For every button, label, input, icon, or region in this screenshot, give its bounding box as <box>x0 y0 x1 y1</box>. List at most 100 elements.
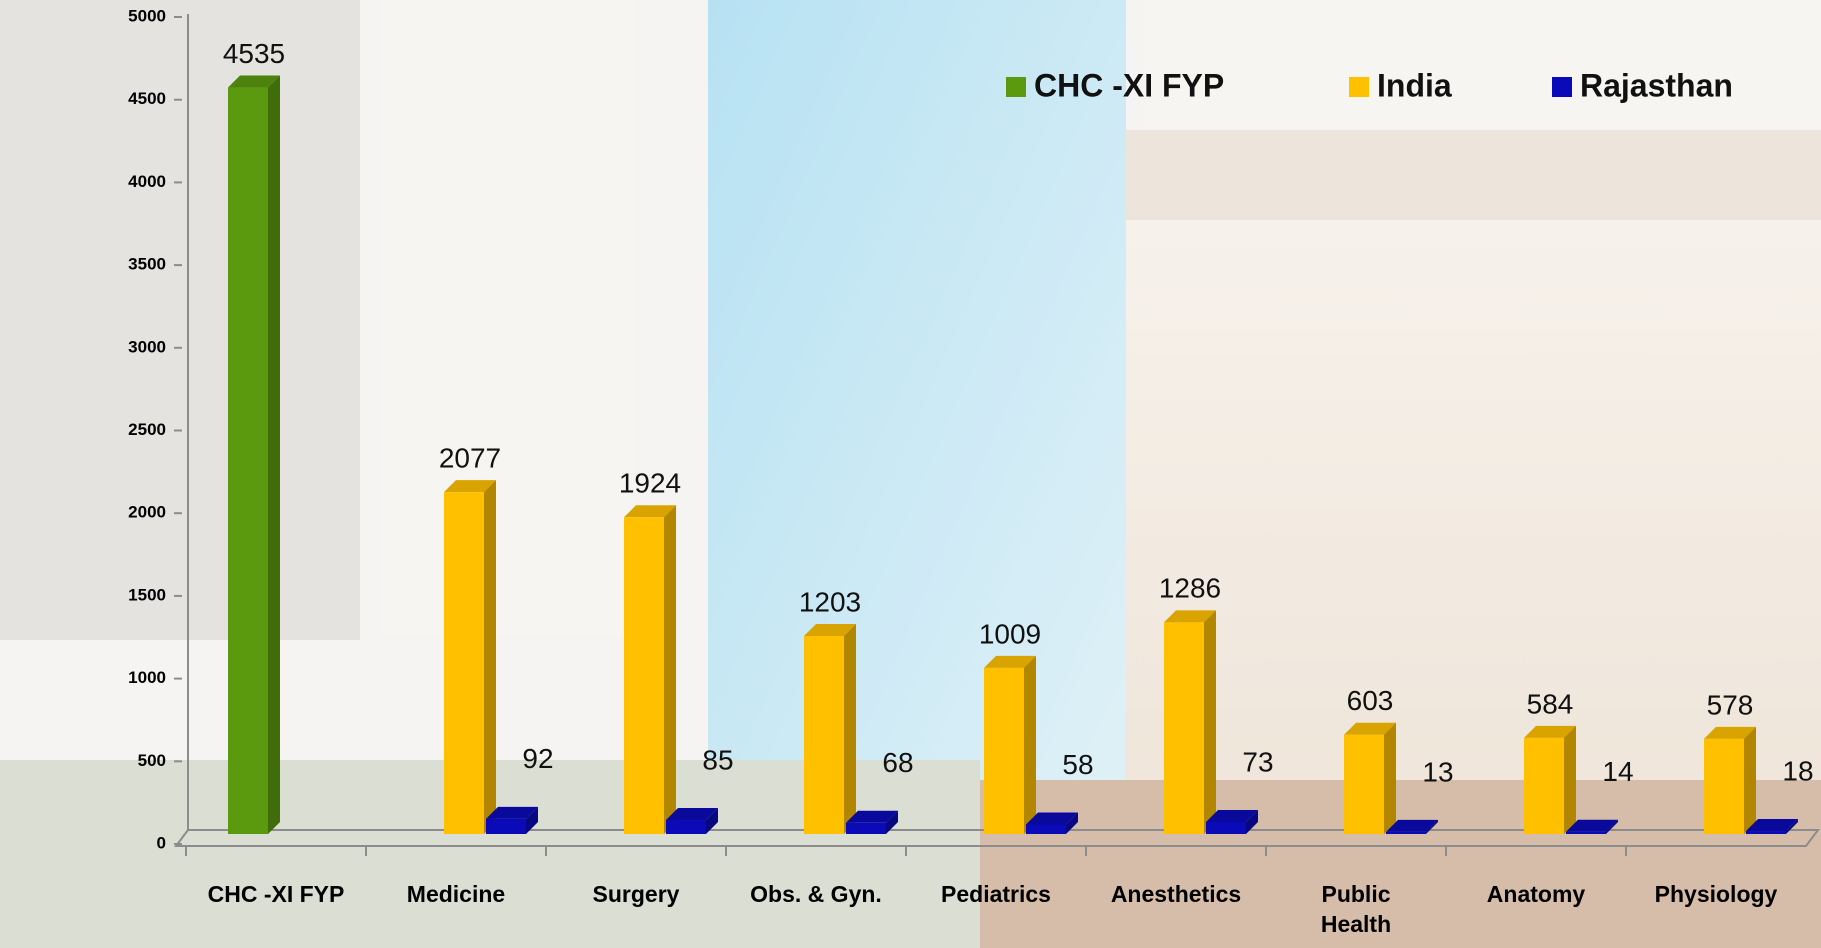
floor <box>174 14 1820 847</box>
value-label: 1009 <box>979 618 1041 649</box>
value-label: 4535 <box>223 38 285 69</box>
x-tick-label: Surgery <box>593 881 680 907</box>
bar-top <box>1344 722 1396 735</box>
bar-top <box>624 505 676 518</box>
y-tick-label: 2000 <box>128 503 166 522</box>
bar <box>624 517 664 834</box>
legend-label: CHC -XI FYP <box>1034 67 1224 103</box>
bar-top <box>1164 610 1216 623</box>
bar-top <box>666 808 718 821</box>
bar-top <box>1704 726 1756 739</box>
bar-side <box>268 75 280 834</box>
value-label: 13 <box>1422 756 1453 787</box>
y-tick-label: 1500 <box>128 585 166 604</box>
bar-side <box>1426 819 1438 834</box>
value-label: 584 <box>1527 688 1574 719</box>
bar <box>666 820 706 834</box>
bar <box>846 822 886 834</box>
bar-top <box>804 623 856 636</box>
y-tick-label: 3500 <box>128 255 166 274</box>
legend-label: Rajasthan <box>1580 67 1733 103</box>
bar <box>228 87 268 834</box>
bar <box>1164 622 1204 834</box>
bar-side <box>1786 819 1798 834</box>
value-label: 92 <box>522 743 553 774</box>
bar-top <box>1206 809 1258 822</box>
value-label: 18 <box>1782 755 1813 786</box>
y-tick-label: 4000 <box>128 172 166 191</box>
value-label: 2077 <box>439 443 501 474</box>
y-tick-label: 3000 <box>128 337 166 356</box>
bar-top <box>444 480 496 493</box>
bar-side <box>1564 725 1576 834</box>
bar-side <box>1204 610 1216 834</box>
bar <box>1566 831 1606 834</box>
bar-top <box>486 806 538 819</box>
bar <box>1524 737 1564 834</box>
value-label: 68 <box>882 747 913 778</box>
value-label: 58 <box>1062 749 1093 780</box>
bar <box>1344 734 1384 834</box>
bar <box>984 667 1024 834</box>
value-label: 1286 <box>1159 573 1221 604</box>
value-label: 14 <box>1602 756 1633 787</box>
y-tick-label: 500 <box>138 751 166 770</box>
bar-top <box>1386 819 1438 832</box>
y-tick-label: 4500 <box>128 89 166 108</box>
x-tick-label: Anesthetics <box>1111 881 1241 907</box>
value-label: 603 <box>1347 685 1394 716</box>
bar-side <box>484 480 496 834</box>
bar-side <box>1384 722 1396 834</box>
x-tick-label: Medicine <box>407 881 505 907</box>
bar-side <box>1606 819 1618 834</box>
x-tick-label: CHC -XI FYP <box>208 881 345 907</box>
bar <box>1704 738 1744 834</box>
bar-side <box>1744 726 1756 834</box>
bar <box>804 635 844 834</box>
bar-top <box>1746 819 1798 832</box>
bar-side <box>844 623 856 834</box>
bar <box>1206 821 1246 834</box>
value-label: 85 <box>702 744 733 775</box>
bar <box>444 492 484 834</box>
legend: CHC -XI FYP India Rajasthan <box>1006 67 1733 103</box>
value-label: 1924 <box>619 468 681 499</box>
bar-side <box>1024 655 1036 834</box>
bar-top <box>1566 819 1618 832</box>
plot: 0 500 1000 1500 2000 2500 3000 3500 4000 4500 5000… <box>128 6 1813 937</box>
x-tick-label: Physiology <box>1655 881 1778 907</box>
y-tick-label: 2500 <box>128 420 166 439</box>
bar <box>1746 831 1786 834</box>
bar <box>1386 831 1426 834</box>
bar-side <box>886 810 898 834</box>
bar-top <box>984 655 1036 668</box>
bar-side <box>1066 812 1078 834</box>
y-tick-label: 1000 <box>128 668 166 687</box>
bar-side <box>664 505 676 834</box>
x-tick-label: Public Health <box>1321 881 1391 937</box>
bar-top <box>228 75 280 88</box>
x-tick-label: Pediatrics <box>941 881 1051 907</box>
bar <box>486 818 526 834</box>
bar-top <box>1026 812 1078 825</box>
bar <box>1026 824 1066 834</box>
bar-top <box>1524 725 1576 738</box>
y-tick-label: 0 <box>157 833 166 852</box>
bar-side <box>706 808 718 834</box>
legend-swatch <box>1349 77 1369 97</box>
bar-top <box>846 810 898 823</box>
y-tick-label: 5000 <box>128 6 166 25</box>
x-tick-label: Obs. & Gyn. <box>750 881 882 907</box>
bar-side <box>1246 809 1258 834</box>
value-label: 578 <box>1707 689 1754 720</box>
value-label: 73 <box>1242 746 1273 777</box>
legend-swatch <box>1006 77 1026 97</box>
x-tick-label: Anatomy <box>1487 881 1586 907</box>
value-label: 1203 <box>799 586 861 617</box>
bar-side <box>526 806 538 834</box>
legend-swatch <box>1552 77 1572 97</box>
legend-label: India <box>1377 67 1452 103</box>
